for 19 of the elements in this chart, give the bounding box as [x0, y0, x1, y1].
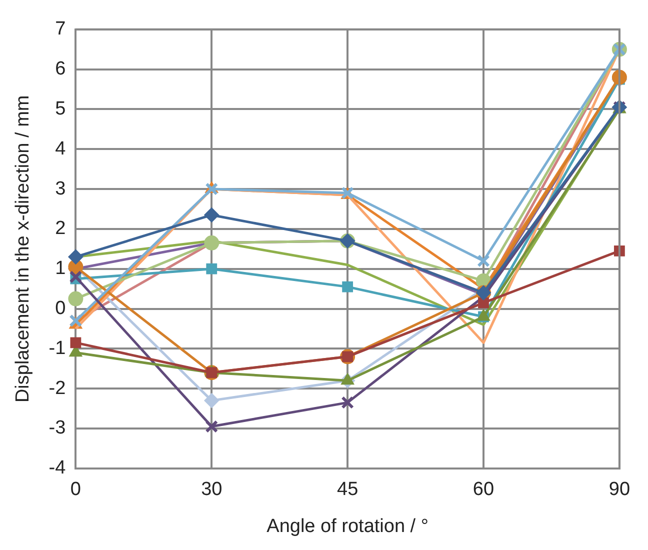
- y-tick-label: -1: [48, 338, 66, 359]
- x-tick-label: 45: [336, 479, 358, 500]
- y-tick-label: 0: [55, 298, 66, 319]
- x-tick-label: 90: [608, 479, 630, 500]
- x-tick-label: 30: [201, 479, 222, 500]
- y-tick-label: 1: [55, 258, 66, 280]
- x-axis-title: Angle of rotation / °: [266, 516, 428, 537]
- y-tick-label: -4: [48, 458, 66, 479]
- y-tick-label: -2: [48, 378, 66, 399]
- y-tick-label: 4: [55, 138, 66, 160]
- x-tick-label: 60: [472, 479, 494, 500]
- y-axis-title: Displacement in the x-direction / mm: [12, 95, 34, 403]
- x-tick-label: 0: [70, 479, 81, 500]
- y-tick-label: 5: [55, 98, 66, 120]
- y-tick-label: 3: [55, 178, 66, 200]
- y-tick-label: 2: [55, 218, 66, 240]
- y-tick-label: 6: [55, 58, 66, 80]
- y-tick-label: 7: [55, 18, 66, 40]
- y-tick-label: -3: [48, 418, 66, 439]
